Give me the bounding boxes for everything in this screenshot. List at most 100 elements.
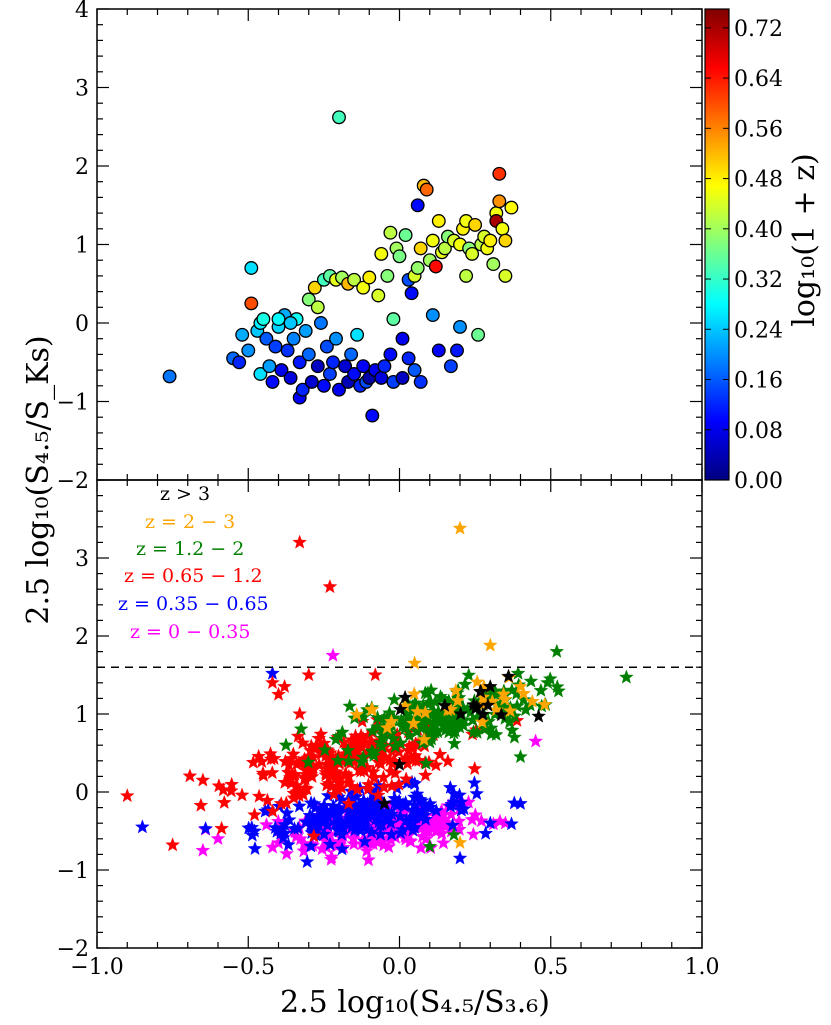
star-point <box>247 807 262 822</box>
star-point <box>482 678 498 693</box>
star-point <box>504 816 519 831</box>
scatter-point <box>413 374 428 389</box>
scatter-point <box>404 286 419 301</box>
star-point <box>398 771 414 786</box>
scatter-point <box>450 343 464 358</box>
star-point <box>277 774 293 789</box>
scatter-point <box>401 351 416 366</box>
legend-entry: z = 0 − 0.35 <box>130 621 250 643</box>
star-point <box>407 775 423 791</box>
scatter-point <box>244 261 259 275</box>
star-point <box>326 786 342 801</box>
star-point <box>518 702 534 717</box>
star-point <box>422 838 438 853</box>
scatter-point <box>338 359 353 374</box>
star-point <box>260 792 275 807</box>
star-point <box>417 799 432 814</box>
star-point <box>210 831 226 846</box>
star-point <box>387 738 403 753</box>
star-point <box>338 766 353 781</box>
star-point <box>234 787 250 802</box>
star-point <box>277 678 292 693</box>
star-point <box>214 820 230 835</box>
star-point <box>273 795 289 811</box>
star-point <box>446 735 462 750</box>
star-point <box>480 697 496 712</box>
scatter-point <box>395 370 410 385</box>
star-point <box>417 685 433 700</box>
star-point <box>504 722 520 737</box>
star-point <box>409 786 425 801</box>
star-point <box>307 812 323 827</box>
star-point <box>320 817 335 832</box>
star-point <box>334 841 350 856</box>
colorbar-tick-label: 0.32 <box>734 268 783 293</box>
colorbar-tick-label: 0.24 <box>734 318 783 343</box>
bottom-plot-frame <box>96 479 703 949</box>
scatter-point <box>483 233 498 248</box>
colorbar-tick-label: 0.00 <box>734 469 783 494</box>
scatter-point <box>259 331 274 346</box>
y-tick-label: −1 <box>57 391 89 416</box>
star-point <box>366 770 382 785</box>
scatter-point <box>386 312 401 327</box>
star-point <box>437 811 453 826</box>
star-point <box>407 655 423 670</box>
star-point <box>420 696 436 711</box>
star-point <box>270 813 286 828</box>
top-scatter-points <box>162 110 519 423</box>
star-point <box>510 665 526 680</box>
scatter-point <box>307 280 322 295</box>
star-point <box>387 765 403 780</box>
star-point <box>542 671 558 686</box>
star-point <box>405 822 421 837</box>
star-point <box>507 729 522 744</box>
colorbar-tick-label: 0.40 <box>734 218 783 243</box>
star-point <box>134 819 150 834</box>
star-point <box>319 761 335 776</box>
scatter-point <box>365 408 380 423</box>
star-point <box>305 762 321 777</box>
colorbar-gradient <box>704 8 730 481</box>
colorbar-tick-label: 0.08 <box>734 419 783 444</box>
scatter-point <box>292 355 307 370</box>
scatter-point <box>377 359 392 374</box>
star-point <box>216 794 232 809</box>
star-point <box>330 752 346 767</box>
scatter-point <box>326 355 340 370</box>
star-point <box>467 775 482 790</box>
star-point <box>275 830 291 845</box>
star-point <box>436 835 451 850</box>
star-point <box>453 794 469 809</box>
scatter-point <box>492 166 507 181</box>
y-tick-label: −2 <box>57 937 89 962</box>
y-axis-title: 2.5 log₁₀(S₄.₅/S_Ks) <box>21 335 56 624</box>
legend-entry: z = 1.2 − 2 <box>136 538 244 560</box>
x-tick-label: 1.0 <box>685 955 720 980</box>
bottom-axis-ticks: 3 2 1 0 −1 −2−1.0 −0.5 0.0 0.5 1.0 <box>57 479 720 980</box>
star-point <box>264 765 280 780</box>
scatter-point <box>495 221 510 236</box>
legend-entry: z = 2 − 3 <box>145 511 235 533</box>
star-point <box>450 693 466 708</box>
star-point <box>397 798 413 813</box>
colorbar-tick-label: 0.16 <box>734 369 783 394</box>
star-point <box>359 843 375 858</box>
y-tick-label: 2 <box>75 625 89 650</box>
scatter-point <box>329 331 343 346</box>
y-tick-label: 3 <box>75 77 89 102</box>
star-point <box>376 779 392 794</box>
scatter-point <box>241 343 256 358</box>
star-point <box>279 846 295 861</box>
star-point <box>301 667 317 682</box>
colorbar-tick-label: 0.72 <box>734 17 783 42</box>
scatter-point <box>235 327 250 342</box>
colorbar-tick-label: 0.64 <box>734 67 783 92</box>
scatter-point <box>383 347 398 362</box>
star-point <box>482 815 498 830</box>
star-point <box>295 735 311 750</box>
star-point <box>340 742 356 757</box>
scatter-point <box>316 378 331 393</box>
star-point <box>300 754 316 769</box>
